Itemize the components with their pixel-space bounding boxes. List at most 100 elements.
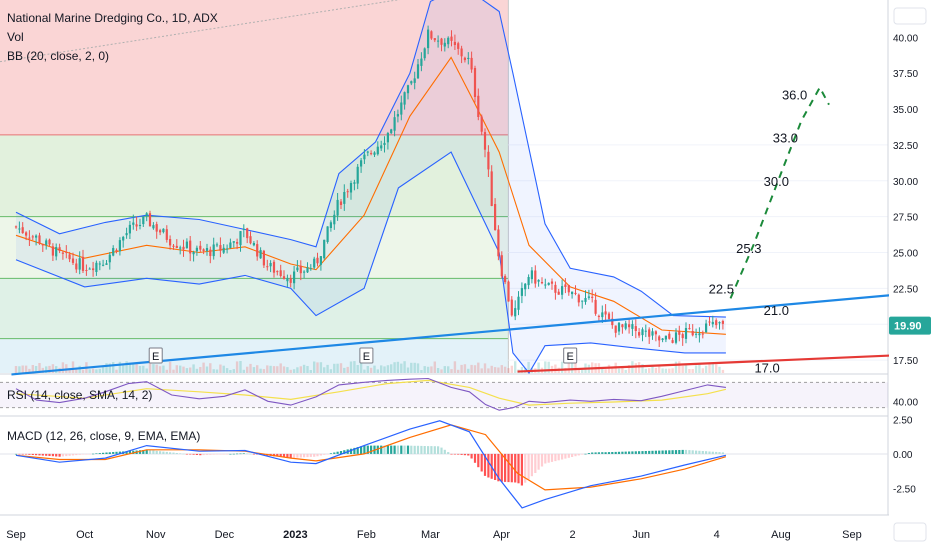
macd-line: [15, 420, 727, 509]
macd-histogram-bar: [239, 453, 242, 455]
macd-histogram-bar: [577, 453, 580, 456]
volume-bar: [607, 364, 611, 373]
candle-body: [701, 333, 704, 335]
volume-bar: [463, 364, 467, 373]
candle-body: [403, 92, 406, 105]
annotation-label: 25.3: [736, 241, 761, 256]
volume-bar: [380, 365, 383, 373]
volume-bar: [611, 366, 614, 373]
axis-scale-button[interactable]: [893, 522, 927, 542]
volume-bar: [98, 368, 101, 373]
macd-histogram-bar: [349, 448, 353, 454]
candle-body: [614, 325, 617, 333]
earnings-marker[interactable]: [563, 347, 578, 364]
candle-body: [236, 242, 239, 244]
trendline-support-red[interactable]: [517, 353, 919, 373]
time-axis[interactable]: Sep Oct Nov Dec 2023 Feb Mar Apr 2 Jun 4 Aug Sep: [6, 529, 861, 541]
candle-body: [480, 116, 483, 132]
candle-body: [661, 338, 664, 340]
volume-bar: [158, 366, 162, 373]
candle-body: [65, 251, 68, 253]
candle-body: [353, 182, 356, 184]
candle-body: [510, 299, 513, 316]
time-tick-label: Feb: [357, 529, 376, 541]
macd-histogram-bar: [648, 450, 651, 454]
candle-body: [641, 329, 644, 336]
volume-bar: [359, 363, 363, 373]
volume-bar: [621, 367, 624, 373]
volume-bar: [708, 363, 711, 373]
macd-histogram-bar: [520, 453, 523, 486]
volume-bar: [715, 364, 718, 373]
earnings-marker[interactable]: [148, 347, 163, 364]
volume-bar: [681, 365, 684, 373]
volume-bar: [145, 368, 148, 373]
candle-body: [145, 213, 148, 216]
candle-body: [346, 191, 349, 193]
candle-body: [413, 78, 416, 83]
volume-bar: [500, 365, 503, 373]
macd-histogram-bar: [564, 453, 567, 459]
candle-body: [654, 331, 657, 335]
candle-body: [185, 241, 188, 249]
candle-body: [293, 271, 296, 284]
macd-indicator-label: MACD (12, 26, close, 9, EMA, EMA): [7, 429, 200, 443]
annotation-label: 22.5: [709, 281, 734, 296]
candle-body: [356, 166, 359, 184]
macd-histogram-bar: [48, 453, 51, 456]
volume-bar: [128, 362, 132, 373]
macd-histogram-bar: [664, 450, 667, 454]
dotted-guide: [0, 0, 401, 63]
candle-body: [624, 323, 627, 329]
time-tick-label: Nov: [146, 529, 166, 541]
volume-bar: [507, 368, 510, 373]
macd-histogram-bar: [711, 451, 714, 454]
macd-histogram-bar: [494, 453, 497, 480]
macd-histogram-bar: [316, 453, 319, 457]
macd-histogram-bar: [611, 452, 614, 454]
earnings-marker[interactable]: [359, 347, 374, 364]
bollinger-fill: [16, 0, 726, 373]
candle-body: [316, 257, 319, 264]
macd-histogram-bar: [658, 450, 661, 454]
volume-bar: [470, 364, 473, 373]
candle-body: [71, 258, 75, 263]
candle-body: [61, 252, 64, 254]
candle-body: [651, 331, 654, 336]
axis-settings-button[interactable]: [893, 7, 927, 25]
macd-histogram-bar: [507, 453, 510, 483]
annotation-label: 30.0: [764, 174, 789, 189]
macd-histogram-bar: [517, 453, 520, 484]
macd-histogram-bar: [671, 450, 674, 454]
volume-bar: [554, 364, 557, 373]
macd-histogram-bar: [661, 450, 664, 454]
macd-histogram-bar: [209, 453, 212, 455]
macd-histogram-bar: [705, 451, 708, 454]
candle-body: [232, 241, 235, 243]
candle-body: [564, 284, 567, 287]
price-tick-label: 35.00: [893, 105, 918, 116]
candle-body: [497, 229, 500, 257]
candle-body: [182, 246, 185, 250]
annotation-label: 33.0: [773, 131, 798, 146]
volume-bar: [497, 367, 500, 373]
candle-body: [577, 294, 580, 303]
volume-bar: [249, 363, 252, 373]
candle-body: [112, 248, 115, 256]
macd-histogram-bar: [668, 450, 671, 454]
volume-bar: [61, 362, 65, 373]
volume-bar: [343, 367, 346, 373]
candle-body: [547, 282, 550, 285]
candle-body: [617, 322, 621, 332]
candle-body: [597, 315, 600, 317]
macd-histogram-bar: [510, 453, 513, 483]
macd-histogram-bar: [189, 453, 192, 455]
macd-histogram-bar: [413, 445, 416, 454]
macd-histogram-bar: [587, 453, 590, 454]
candle-body: [246, 228, 249, 239]
price-axis[interactable]: 40.00 37.50 35.00 32.50 30.00 27.50 25.00 22.50…: [889, 0, 932, 550]
candle-body: [698, 333, 701, 336]
macd-histogram-bar: [554, 453, 557, 462]
